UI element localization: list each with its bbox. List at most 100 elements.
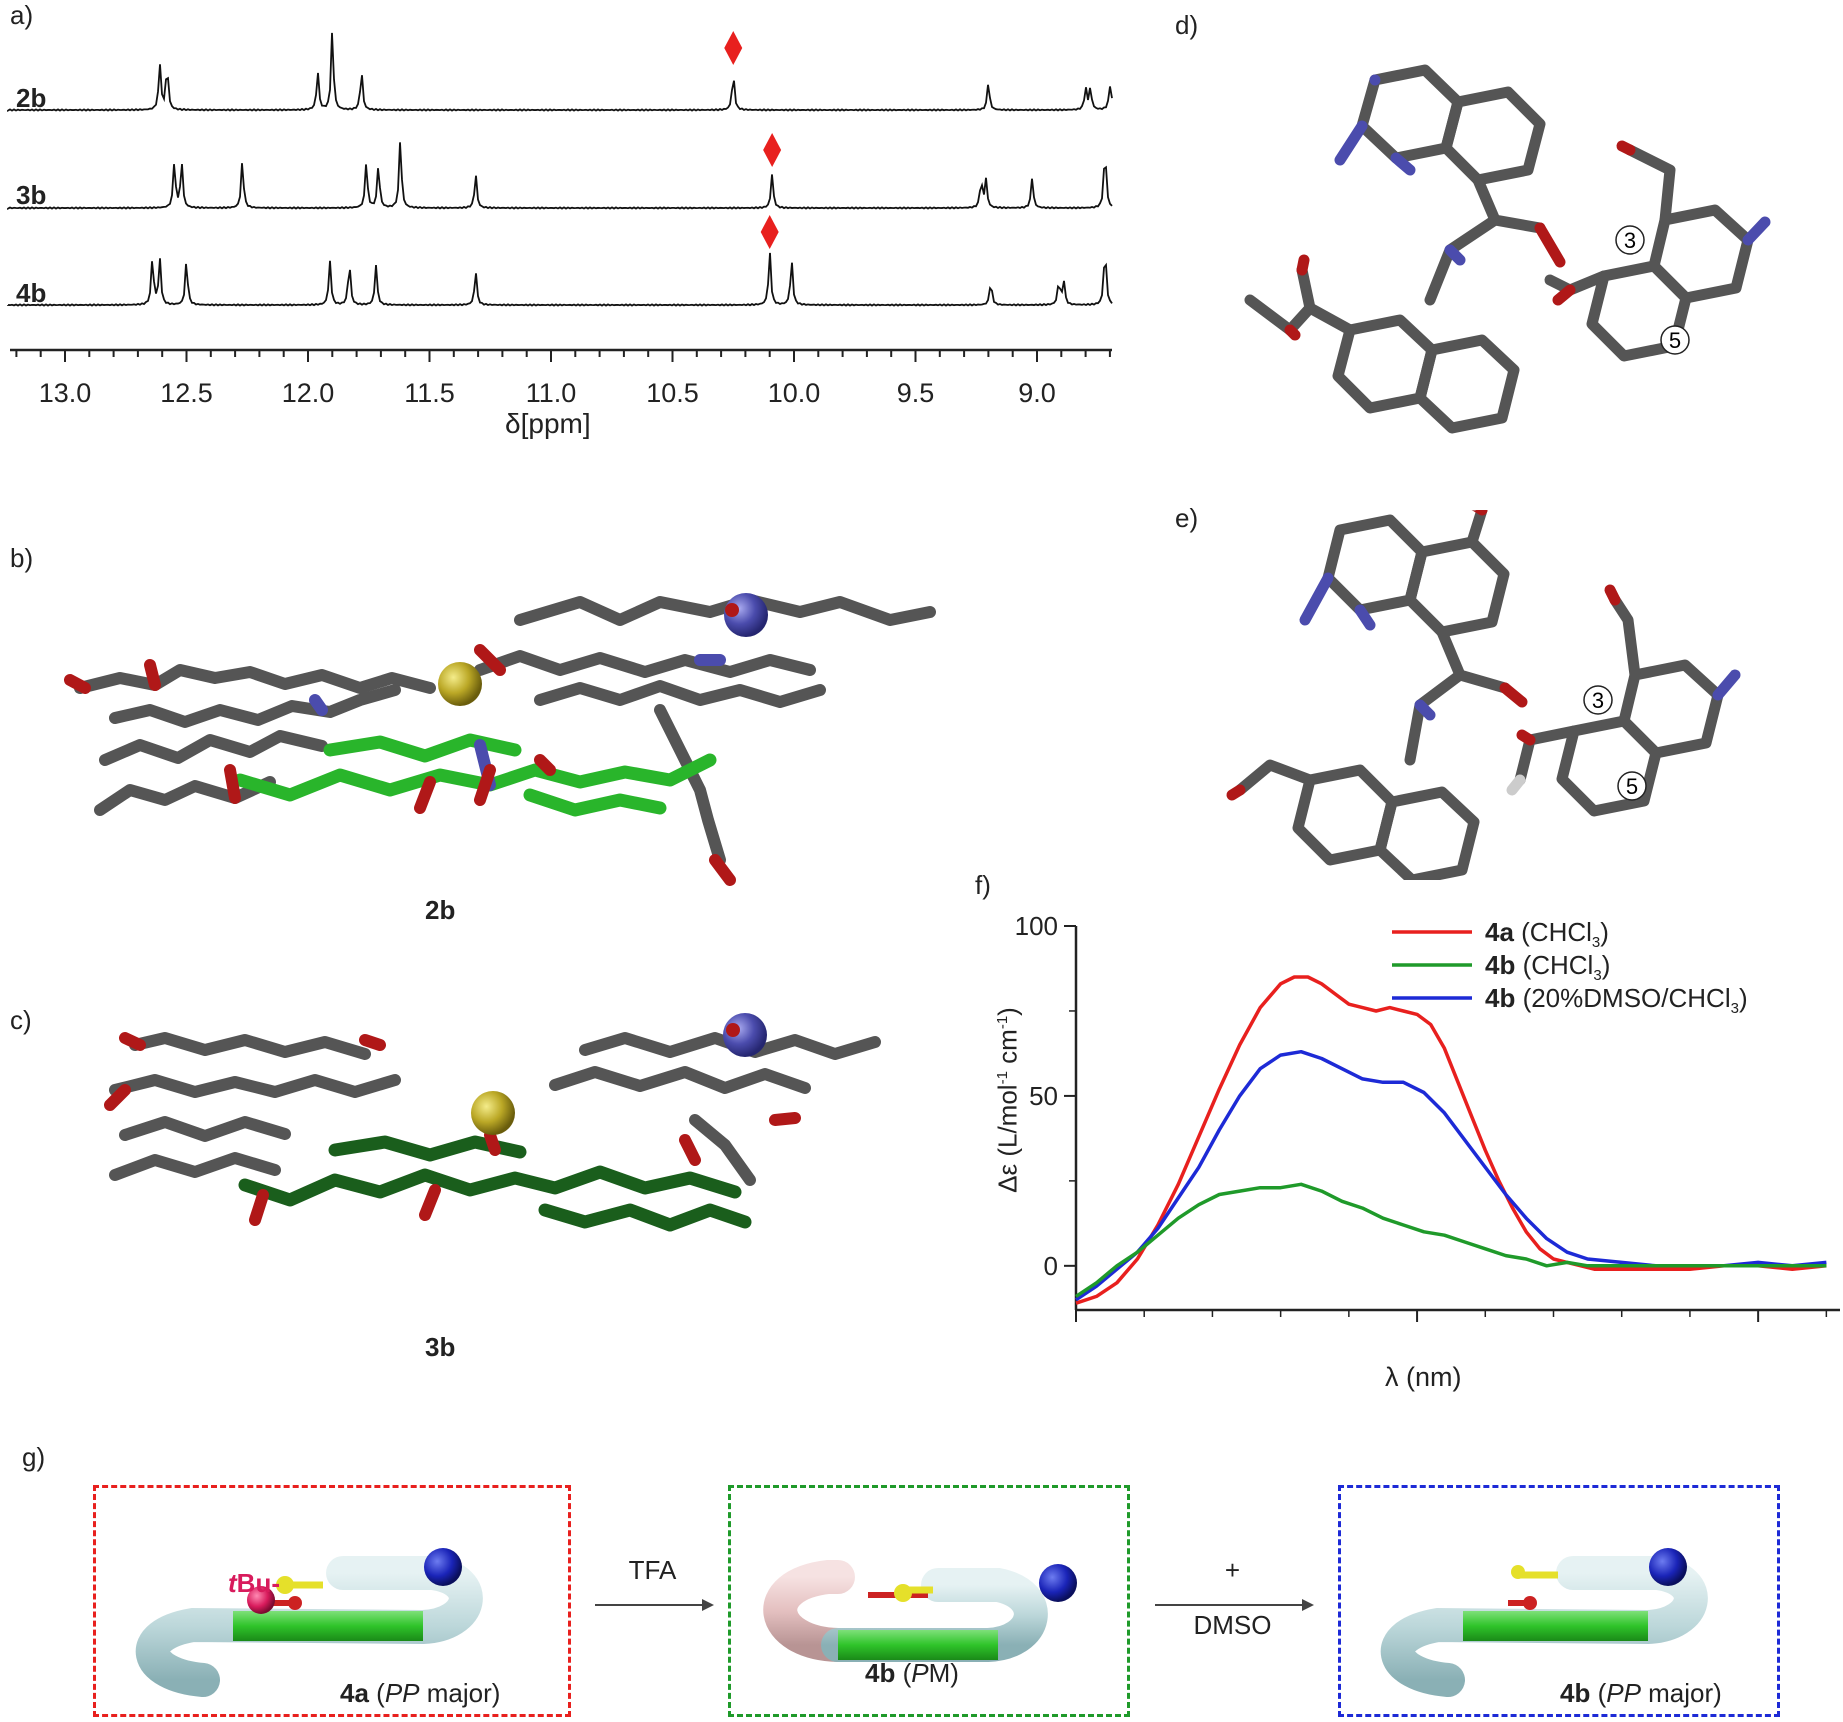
nmr-traces — [7, 32, 1113, 307]
cd-y-tick-1: 50 — [1029, 1081, 1058, 1111]
4b-pm-blue-ball — [1039, 1564, 1077, 1602]
4b-pp-blue-ball — [1649, 1548, 1687, 1586]
nmr-trace-4b — [7, 252, 1113, 307]
2b-upper-right-ring — [474, 650, 816, 678]
3b-gold-sphere — [471, 1091, 515, 1135]
d-ring-2 — [1440, 86, 1546, 186]
nmr-spectra: 13.0 12.5 12.0 11.5 11.0 10.5 10.0 9.5 9.0 — [7, 31, 1113, 408]
cd-series-line-0 — [1075, 975, 1827, 1305]
structure-2b — [64, 593, 936, 886]
cd-series-line-1 — [1075, 1182, 1827, 1298]
4b-pm-green-segment — [838, 1630, 998, 1660]
d-atom-5-circle — [1660, 325, 1690, 355]
d-atom-3-circle — [1615, 225, 1645, 255]
nmr-label-3b: 3b — [16, 180, 47, 210]
d-atom-3-label: 3 — [1624, 228, 1636, 253]
cd-y-tick-0: 0 — [1044, 1251, 1058, 1281]
panel-letter-d: d) — [1175, 10, 1199, 40]
nmr-tick-label-4: 11.0 — [526, 378, 577, 408]
panel-letter-a: a) — [10, 0, 34, 30]
2b-green-strand — [233, 753, 717, 802]
cd-legend-label-0: 4a (CHCl3) — [1485, 917, 1609, 951]
scheme-caption-4b-pp: 4b (PP major) — [1560, 1678, 1722, 1708]
arrow-tfa-label: TFA — [628, 1555, 677, 1585]
panel-letter-g: g) — [22, 1442, 46, 1472]
nmr-tick-label-6: 10.0 — [768, 378, 821, 408]
cd-chart: 350 400 450 0 50 100 4a (CHCl3)4b (CHCl3)4b (… — [1015, 911, 1840, 1330]
4b-pp-green-segment — [1463, 1611, 1648, 1641]
cd-y-label-main: Δε (L/mol — [992, 1084, 1023, 1193]
panel-letter-c: c) — [10, 1005, 32, 1035]
cd-y-tick-2: 100 — [1015, 911, 1058, 941]
nmr-tick-label-1: 12.5 — [160, 378, 213, 408]
2b-upper-left-ring — [109, 684, 401, 728]
cd-x-tick-0: 350 — [1054, 1328, 1097, 1330]
cd-legend-label-1: 4b (CHCl3) — [1485, 950, 1610, 984]
panel-letter-f: f) — [975, 870, 991, 900]
cd-y-label-mid: cm — [992, 1029, 1023, 1072]
cd-legend: 4a (CHCl3)4b (CHCl3)4b (20%DMSO/CHCl3) — [1392, 917, 1748, 1017]
tbu-italic: t — [228, 1568, 237, 1598]
nmr-tick-label-5: 10.5 — [646, 378, 699, 408]
structure-3b-label: 3b — [425, 1332, 456, 1362]
scheme-helix-4b-pm — [763, 1560, 1077, 1662]
cd-lines — [1075, 975, 1827, 1305]
cd-y-label-end: ) — [992, 1007, 1023, 1016]
e-atom-3-label: 3 — [1592, 688, 1604, 713]
tbu-rest: Bu- — [236, 1568, 280, 1598]
nmr-x-label-unit: [ppm] — [520, 408, 591, 439]
2b-left-ring-2 — [99, 730, 328, 766]
2b-right-chain — [654, 704, 726, 866]
cd-x-tick-1: 400 — [1395, 1328, 1438, 1330]
e-atom-3-circle — [1583, 685, 1613, 715]
structure-e: 3 5 — [1226, 510, 1741, 880]
e-atom-5-circle — [1617, 771, 1647, 801]
nmr-diamond-marker-0 — [724, 31, 743, 65]
nmr-label-2b: 2b — [16, 83, 47, 113]
nmr-ticks: 13.0 12.5 12.0 11.5 11.0 10.5 10.0 9.5 9.0 — [15, 350, 1111, 408]
nmr-tick-label-2: 12.0 — [282, 378, 335, 408]
nmr-tick-label-0: 13.0 — [39, 378, 92, 408]
cd-ticks: 350 400 450 0 50 100 — [1015, 911, 1828, 1330]
d-atom-5-label: 5 — [1669, 328, 1681, 353]
nmr-tick-label-7: 9.5 — [897, 378, 935, 408]
nmr-diamond-marker-2 — [760, 215, 779, 249]
cd-axes — [1074, 926, 1840, 1312]
nmr-tick-label-3: 11.5 — [404, 378, 455, 408]
panel-letter-e: e) — [1175, 503, 1199, 533]
4a-tbu-ball — [247, 1586, 275, 1614]
scheme-box-4a-pp — [93, 1485, 571, 1717]
structure-3b — [104, 1013, 881, 1232]
nmr-label-4b: 4b — [16, 278, 47, 308]
scheme-helix-4b-pp — [1380, 1548, 1708, 1697]
scheme-caption-4b-pm: 4b (PM) — [865, 1658, 959, 1688]
arrow-dmso-label: DMSO — [1193, 1610, 1272, 1640]
nmr-trace-2b — [7, 32, 1113, 113]
nmr-tick-label-8: 9.0 — [1018, 378, 1056, 408]
structure-2b-label: 2b — [425, 895, 456, 925]
scheme-caption-4a: 4a (PP major) — [340, 1678, 501, 1708]
2b-right-ring-2 — [534, 680, 826, 708]
arrow-tfa — [595, 1599, 714, 1611]
scheme-helix-4a — [135, 1548, 483, 1697]
panel-letter-b: b) — [10, 543, 34, 573]
nmr-markers — [724, 31, 782, 249]
tbu-label: tBu- — [228, 1568, 280, 1599]
scheme-box-4b-pm — [728, 1485, 1130, 1717]
4a-blue-ball — [424, 1548, 462, 1586]
scheme-box-4b-pp — [1338, 1485, 1780, 1717]
structure-d: 3 5 — [1244, 64, 1771, 434]
cd-series-line-2 — [1075, 1049, 1827, 1302]
2b-green-ring-2 — [523, 788, 667, 817]
arrow-dmso — [1155, 1599, 1314, 1611]
2b-gold-sphere — [438, 662, 482, 706]
cd-x-tick-2: 450 — [1736, 1328, 1779, 1330]
cd-y-label: Δε (L/mol-1 cm-1) — [993, 1007, 1024, 1193]
arrow-dmso-plus: + — [1224, 1555, 1241, 1585]
4a-green-segment — [233, 1611, 423, 1641]
e-atom-5-label: 5 — [1626, 774, 1638, 799]
cd-y-label-sup2: -1 — [993, 1015, 1011, 1030]
cd-legend-label-2: 4b (20%DMSO/CHCl3) — [1485, 983, 1748, 1017]
cd-y-label-sup1: -1 — [993, 1071, 1011, 1085]
nmr-x-label: δ[ppm] — [505, 408, 591, 440]
